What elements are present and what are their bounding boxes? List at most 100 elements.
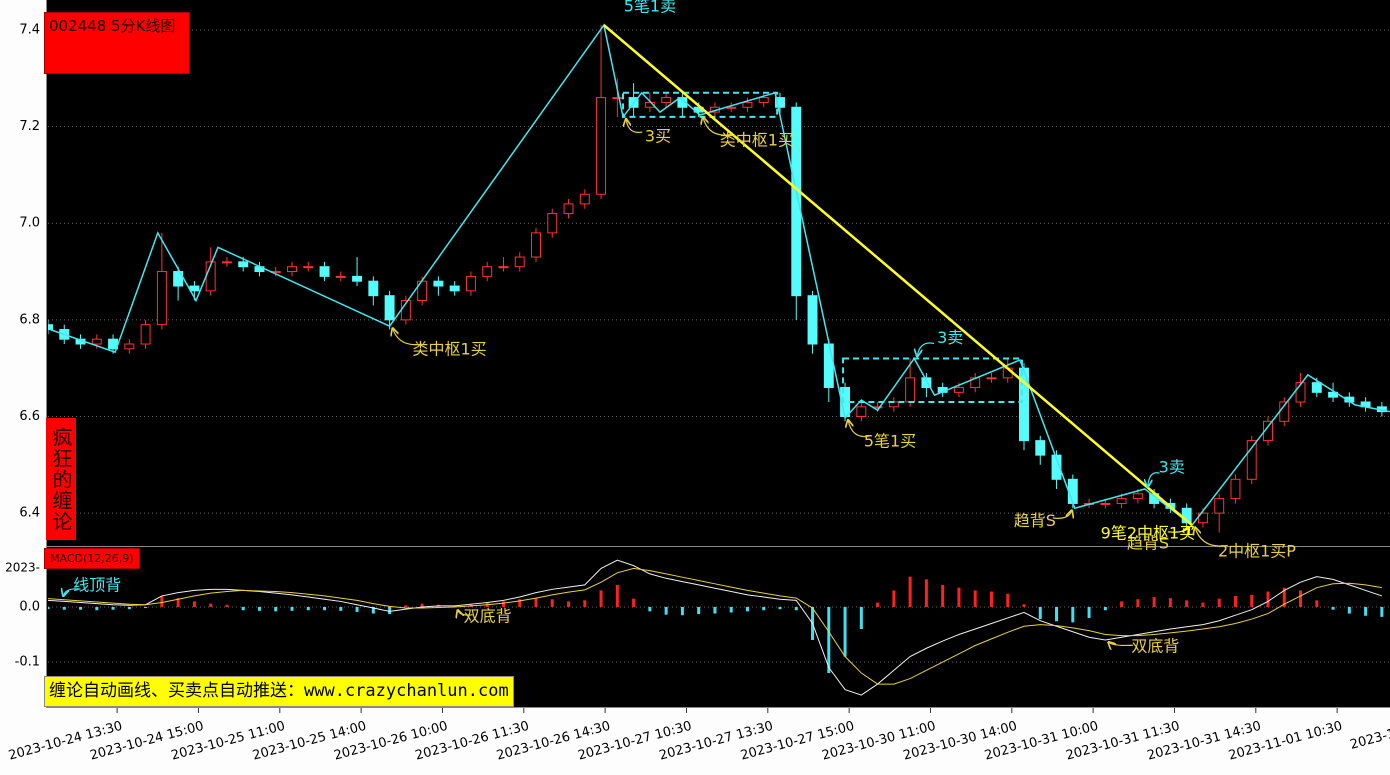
macd-histogram-bar <box>420 603 424 607</box>
macd-histogram-bar <box>1201 602 1205 607</box>
y-tick-label: 6.8 <box>19 312 40 327</box>
candle-body <box>1214 498 1225 514</box>
candle-body <box>953 386 964 393</box>
candle-body <box>596 97 607 195</box>
annotation-label: 3卖 <box>1159 457 1185 476</box>
candle-body <box>1295 382 1306 403</box>
macd-histogram-bar <box>1022 604 1026 607</box>
candle-body <box>465 275 476 292</box>
macd-histogram-bar <box>599 590 603 607</box>
candle-body <box>1263 420 1273 442</box>
annotation-arrow <box>917 342 935 356</box>
macd-histogram-bar <box>680 606 684 616</box>
candle-body <box>173 271 184 287</box>
macd-histogram-bar <box>144 606 148 609</box>
candle-body <box>384 295 395 321</box>
candle-body <box>287 266 297 273</box>
candle-body <box>449 285 460 292</box>
macd-histogram-bar <box>1347 606 1351 614</box>
candle-body <box>1019 367 1029 442</box>
y-tick-label: 6.4 <box>19 506 40 521</box>
macd-histogram-bar <box>1087 606 1091 618</box>
macd-histogram-bar <box>1331 606 1335 610</box>
y-tick-label: -0.1 <box>15 655 40 670</box>
macd-histogram-bar <box>192 601 196 607</box>
macd-histogram-bar <box>95 606 99 611</box>
candle-body <box>238 261 249 268</box>
macd-dea-line <box>48 567 1382 685</box>
annotation-arrow <box>393 328 423 346</box>
macd-histogram-bar <box>306 606 310 611</box>
macd-dif-line <box>48 559 1383 696</box>
macd-histogram-bar <box>827 606 831 674</box>
macd-histogram-bar <box>713 606 717 614</box>
candle-body <box>742 101 753 108</box>
candle-body <box>921 377 932 388</box>
macd-histogram-bar <box>111 606 115 610</box>
candle-body <box>677 97 688 108</box>
candle-body <box>775 97 785 108</box>
candle-body <box>48 324 53 331</box>
candle-body <box>612 97 623 100</box>
annotation-arrow <box>1108 642 1133 645</box>
macd-histogram-bar <box>924 579 928 607</box>
annotation-arrow <box>458 610 473 615</box>
macd-histogram-bar <box>876 602 880 607</box>
macd-histogram-bar <box>908 576 912 607</box>
macd-histogram-bar <box>1266 591 1270 607</box>
candle-body <box>498 266 509 269</box>
macd-histogram-bar <box>1038 606 1042 620</box>
x-tick-label: 2023-11-01 <box>1349 719 1390 753</box>
candle-body <box>1246 440 1257 480</box>
stroke-line <box>49 23 1390 527</box>
macd-histogram-bar <box>1006 593 1010 607</box>
macd-histogram-bar <box>1185 600 1189 607</box>
macd-histogram-bar <box>632 598 636 607</box>
macd-histogram-bar <box>957 587 961 607</box>
macd-histogram-bar <box>48 606 50 610</box>
macd-histogram-bar <box>534 598 538 607</box>
candle-body <box>531 232 541 258</box>
macd-histogram-bar <box>989 591 993 607</box>
macd-histogram-bar <box>778 606 782 610</box>
macd-histogram-bar <box>404 605 408 607</box>
candle-body <box>433 280 444 287</box>
annotation-label: 双底背 <box>464 607 512 626</box>
candle-body <box>905 377 916 403</box>
plot-background <box>46 0 1390 708</box>
macd-histogram-bar <box>388 606 392 615</box>
y-tick-label: 7.4 <box>19 22 40 37</box>
macd-histogram-bar <box>1380 606 1384 617</box>
candle-body <box>1116 498 1127 504</box>
annotation-label: 2中枢1买P <box>1218 542 1296 561</box>
candle-body <box>303 266 314 269</box>
macd-histogram-bar <box>697 606 701 615</box>
candle-body <box>335 275 346 278</box>
macd-histogram-bar <box>453 605 457 607</box>
macd-histogram-bar <box>290 606 294 611</box>
macd-histogram-bar <box>729 606 733 613</box>
macd-axis-text: 2023- <box>5 561 40 575</box>
macd-histogram-bar <box>176 598 180 607</box>
main-panel <box>48 23 1390 533</box>
macd-histogram-bar <box>664 606 668 615</box>
macd-histogram-bar <box>583 600 587 607</box>
candle-body <box>1051 454 1062 480</box>
annotation-label: 趋背S <box>1127 534 1169 553</box>
macd-histogram-bar <box>794 606 798 611</box>
candle-body <box>1035 440 1046 456</box>
macd-histogram-bar <box>1168 598 1172 607</box>
annotation-label: 5笔1买 <box>864 431 916 450</box>
annotation-label: 双底背 <box>1131 636 1179 655</box>
macd-histogram-bar <box>615 584 619 607</box>
candle-body <box>91 338 102 345</box>
candle-body <box>514 256 525 268</box>
candle-body <box>368 280 379 297</box>
macd-histogram-bar <box>648 606 652 612</box>
macd-histogram-bar <box>160 595 164 607</box>
annotation-arrow <box>626 119 643 133</box>
macd-histogram-bar <box>1071 606 1075 623</box>
candle-body <box>563 203 574 215</box>
macd-histogram-bar <box>127 606 131 610</box>
